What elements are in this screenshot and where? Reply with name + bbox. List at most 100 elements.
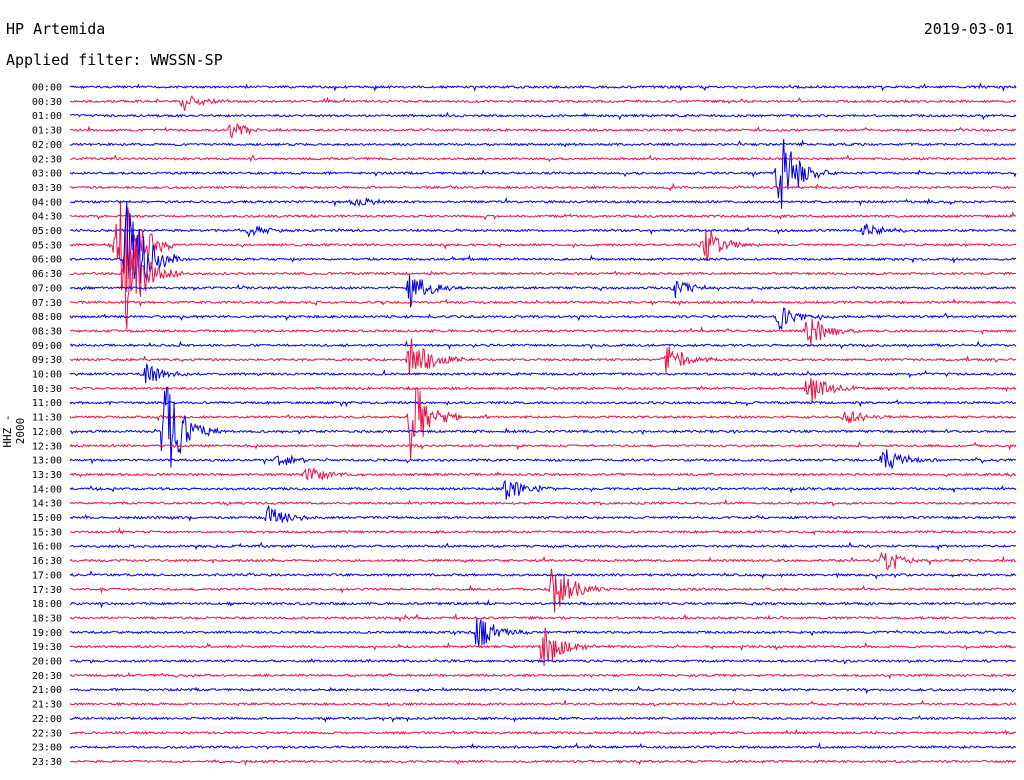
row-time-label: 09:00 — [32, 341, 62, 352]
row-time-label: 11:00 — [32, 398, 62, 409]
filter-label: Applied filter: WWSSN-SP — [6, 51, 223, 69]
station-name: HP Artemida — [6, 20, 106, 38]
seismic-trace — [69, 699, 1017, 707]
row-time-label: 04:30 — [32, 212, 62, 223]
row-time-label: 02:30 — [32, 154, 62, 165]
seismic-trace — [69, 627, 1016, 666]
seismic-trace — [69, 658, 1017, 665]
row-time-label: 07:30 — [32, 298, 62, 309]
seismic-trace — [69, 196, 1017, 207]
row-time-label: 02:00 — [32, 140, 62, 151]
seismic-trace — [69, 182, 1016, 192]
row-time-label: 23:30 — [32, 757, 62, 768]
seismic-trace — [69, 318, 1017, 346]
seismic-trace — [69, 377, 1017, 404]
row-time-label: 18:30 — [32, 613, 62, 624]
row-time-label: 21:00 — [32, 685, 62, 696]
seismic-trace — [69, 612, 1017, 623]
seismic-trace — [69, 386, 1017, 459]
seismic-trace — [69, 399, 1017, 408]
seismic-trace — [69, 479, 1017, 500]
row-time-label: 22:30 — [32, 728, 62, 739]
row-time-label: 23:00 — [32, 743, 62, 754]
seismic-trace — [70, 568, 1017, 613]
row-time-label: 22:00 — [32, 714, 62, 725]
row-time-label: 10:30 — [32, 384, 62, 395]
row-time-label: 05:00 — [32, 226, 62, 237]
row-time-label: 12:30 — [32, 441, 62, 452]
row-time-label: 19:30 — [32, 642, 62, 653]
seismic-trace — [69, 111, 1017, 121]
seismic-trace — [69, 139, 1017, 148]
seismic-trace — [69, 505, 1017, 523]
seismic-trace — [69, 498, 1017, 507]
seismic-trace — [69, 598, 1017, 609]
seismic-trace — [69, 95, 1017, 111]
row-time-label: 12:00 — [32, 427, 62, 438]
seismic-trace — [69, 211, 1017, 221]
record-date: 2019-03-01 — [923, 20, 1014, 38]
row-time-label: 03:00 — [32, 169, 62, 180]
seismic-trace — [69, 742, 1017, 750]
row-time-label: 10:00 — [32, 370, 62, 381]
seismic-trace — [69, 154, 1017, 163]
seismic-trace — [69, 617, 1017, 647]
seismic-trace — [69, 223, 1017, 238]
seismic-trace — [69, 363, 1017, 384]
row-time-label: 01:30 — [32, 126, 62, 137]
seismic-trace — [69, 715, 1017, 723]
seismic-trace — [69, 541, 1016, 552]
seismic-trace — [69, 386, 1017, 468]
row-time-label: 09:30 — [32, 355, 62, 366]
seismic-trace — [69, 570, 1017, 580]
row-time-label: 16:30 — [32, 556, 62, 567]
row-time-label: 16:00 — [32, 542, 62, 553]
seismic-trace — [69, 685, 1017, 695]
seismic-trace — [69, 201, 1017, 293]
seismic-trace — [69, 122, 1017, 139]
seismic-trace — [69, 441, 1017, 451]
seismic-trace — [69, 240, 1017, 330]
seismic-trace — [69, 82, 1017, 92]
seismic-trace — [69, 340, 1017, 350]
row-time-label: 20:30 — [32, 671, 62, 682]
seismic-trace — [69, 274, 1017, 308]
row-time-label: 07:00 — [32, 283, 62, 294]
seismic-trace — [69, 526, 1017, 536]
seismic-trace — [69, 200, 1017, 284]
row-time-label: 20:00 — [32, 657, 62, 668]
seismic-trace — [69, 138, 1017, 209]
seismic-trace — [69, 338, 1017, 375]
row-time-label: 17:00 — [32, 570, 62, 581]
row-time-label: 03:30 — [32, 183, 62, 194]
row-time-label: 06:30 — [32, 269, 62, 280]
row-time-label: 21:30 — [32, 700, 62, 711]
row-time-label: 08:00 — [32, 312, 62, 323]
row-time-label: 05:30 — [32, 240, 62, 251]
row-time-label: 18:00 — [32, 599, 62, 610]
row-time-label: 00:00 — [32, 83, 62, 94]
row-time-label: 13:00 — [32, 456, 62, 467]
row-time-label: 15:00 — [32, 513, 62, 524]
row-time-label: 19:00 — [32, 628, 62, 639]
row-time-label: 14:00 — [32, 484, 62, 495]
row-time-label: 17:30 — [32, 585, 62, 596]
seismic-trace — [69, 671, 1017, 680]
seismic-trace — [69, 298, 1016, 308]
row-time-label: 08:30 — [32, 326, 62, 337]
seismic-trace — [69, 449, 1017, 469]
row-time-label: 14:30 — [32, 499, 62, 510]
seismic-trace — [69, 466, 1017, 481]
row-time-label: 00:30 — [32, 97, 62, 108]
seismic-trace — [69, 307, 1017, 331]
row-time-label: 13:30 — [32, 470, 62, 481]
seismic-trace — [69, 728, 1016, 736]
seismic-trace — [69, 551, 1017, 571]
row-time-label: 04:00 — [32, 197, 62, 208]
row-time-label: 11:30 — [32, 413, 62, 424]
seismic-trace — [69, 758, 1017, 766]
row-time-label: 01:00 — [32, 111, 62, 122]
row-time-label: 06:00 — [32, 255, 62, 266]
row-time-label: 15:30 — [32, 527, 62, 538]
